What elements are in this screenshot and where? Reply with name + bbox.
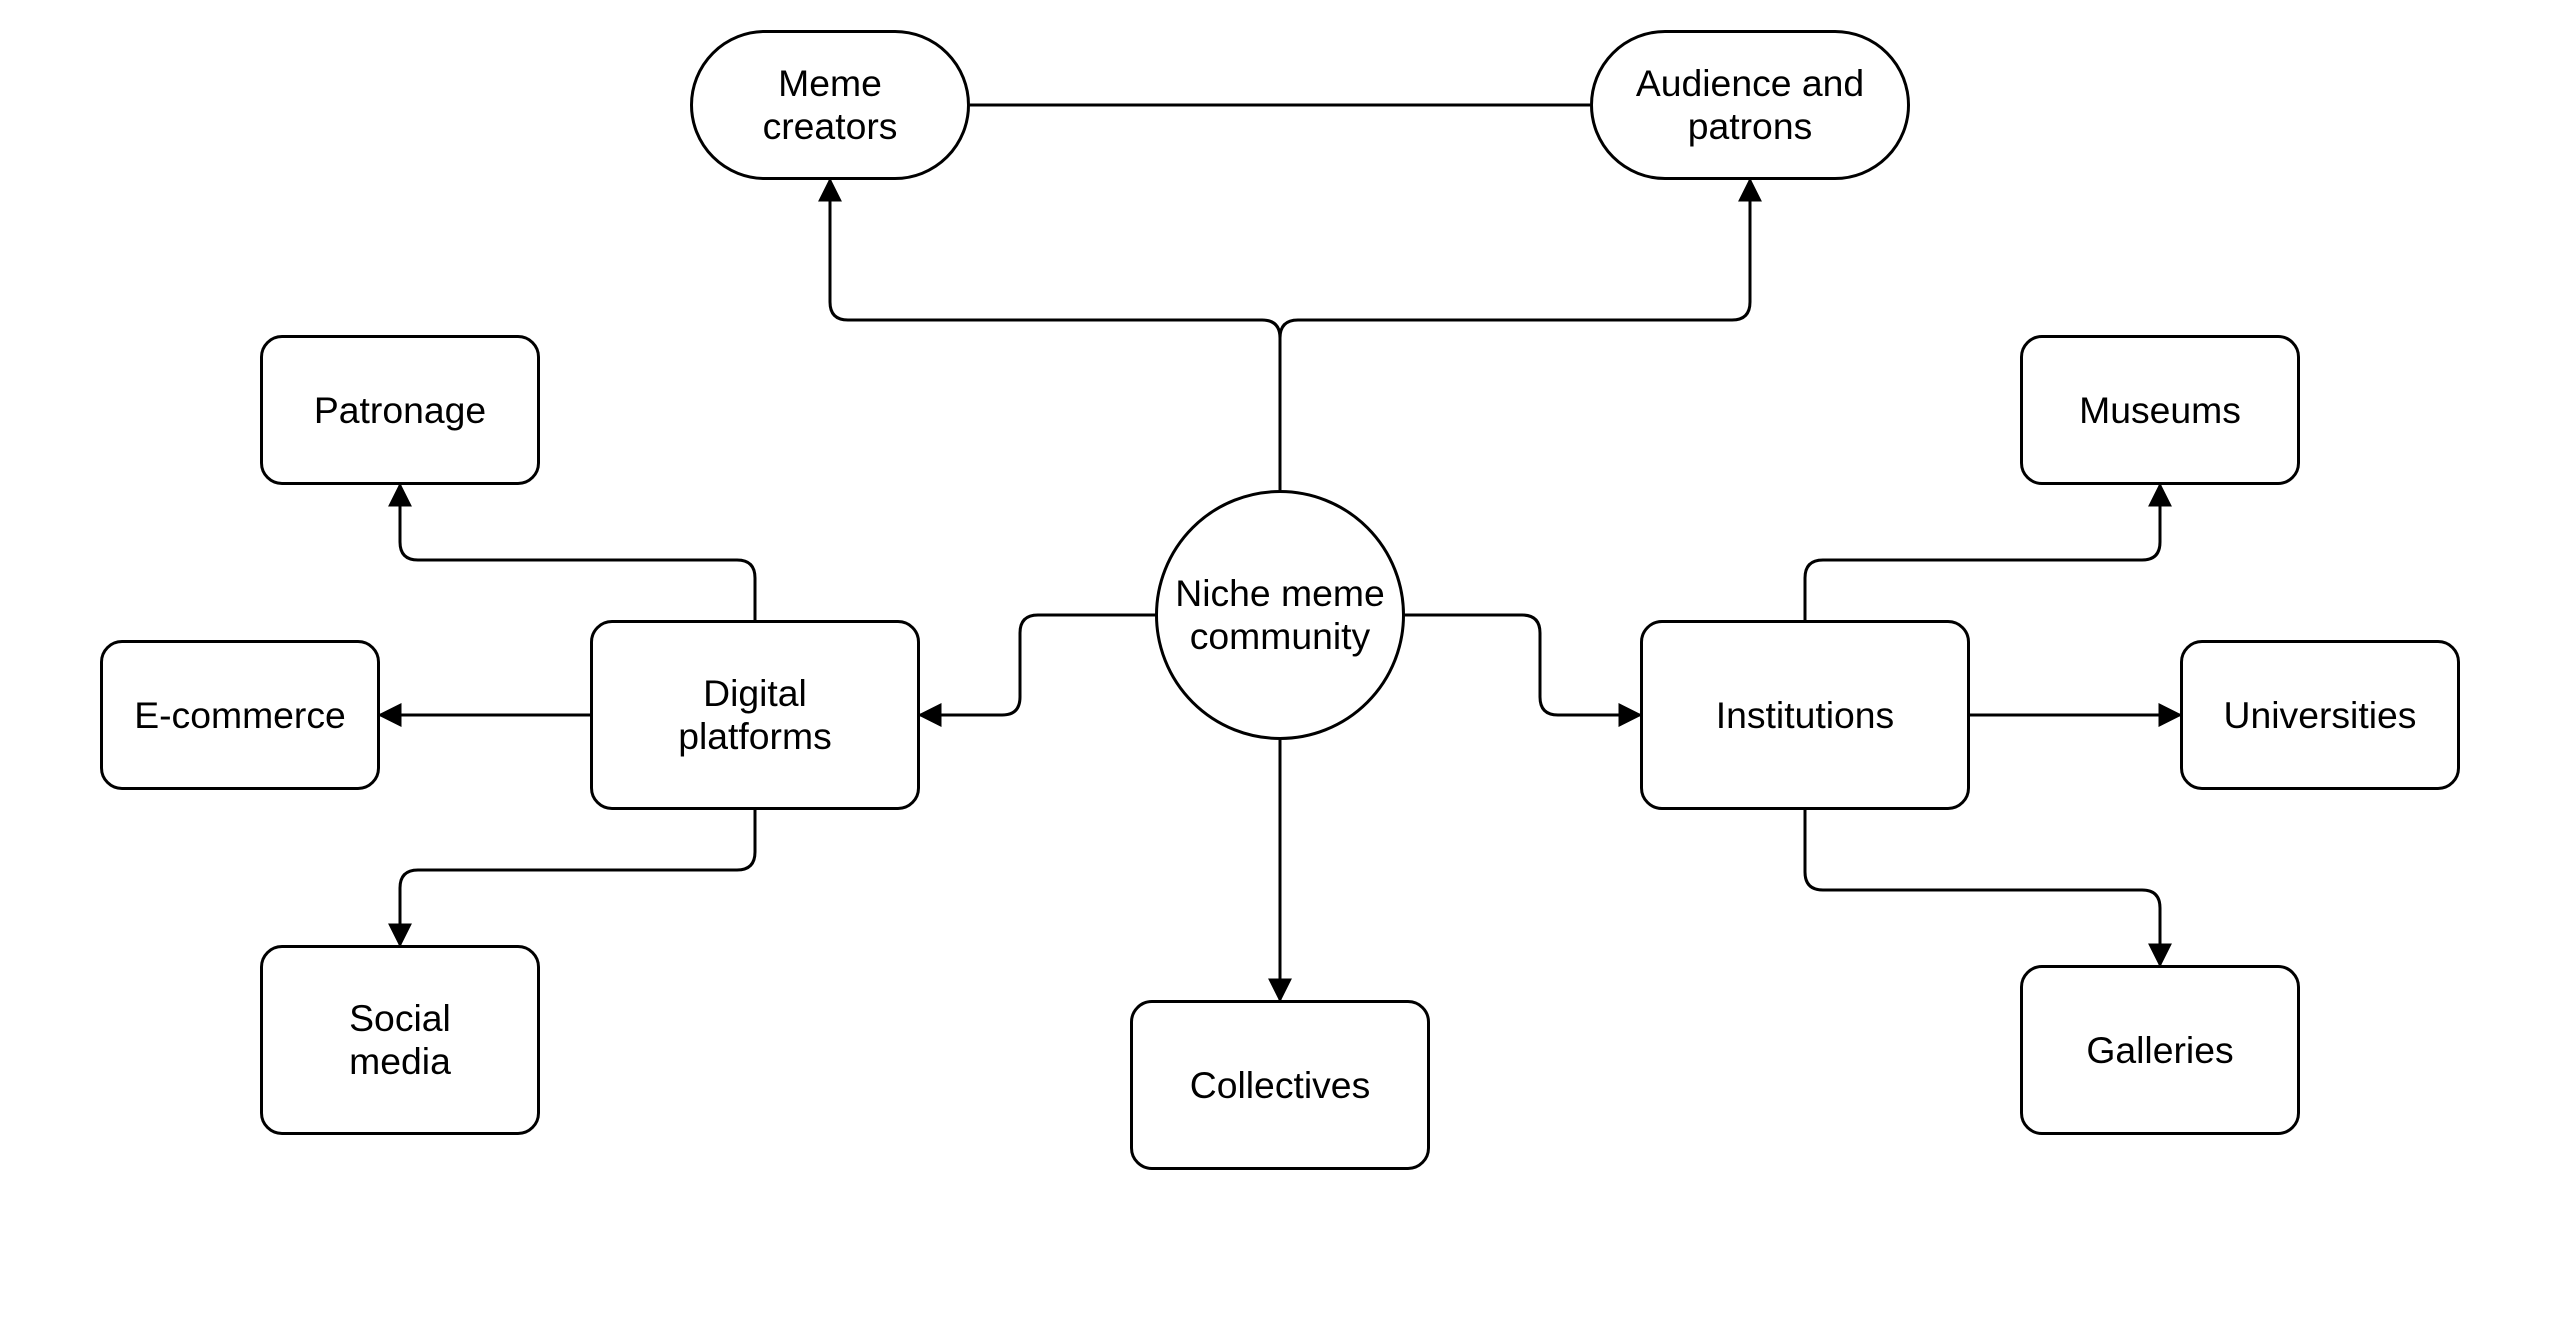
diagram-canvas: Meme creators Audience and patrons Niche m… bbox=[0, 0, 2560, 1332]
edge-digital-platforms-to-social-media bbox=[400, 810, 755, 945]
node-label: Universities bbox=[2224, 694, 2417, 737]
node-label: Patronage bbox=[314, 389, 486, 432]
node-institutions: Institutions bbox=[1640, 620, 1970, 810]
edge-niche-community-to-audience-patrons bbox=[1280, 180, 1750, 490]
node-ecommerce: E-commerce bbox=[100, 640, 380, 790]
node-label: E-commerce bbox=[134, 694, 346, 737]
edge-niche-community-to-institutions bbox=[1405, 615, 1640, 715]
node-label: Audience and patrons bbox=[1636, 62, 1864, 148]
node-label: Niche meme community bbox=[1175, 572, 1385, 658]
edge-niche-community-to-digital-platforms bbox=[920, 615, 1155, 715]
node-galleries: Galleries bbox=[2020, 965, 2300, 1135]
node-label: Collectives bbox=[1190, 1064, 1370, 1107]
node-label: Galleries bbox=[2086, 1029, 2233, 1072]
node-meme-creators: Meme creators bbox=[690, 30, 970, 180]
edge-digital-platforms-to-patronage bbox=[400, 485, 755, 620]
node-collectives: Collectives bbox=[1130, 1000, 1430, 1170]
edge-institutions-to-galleries bbox=[1805, 810, 2160, 965]
node-universities: Universities bbox=[2180, 640, 2460, 790]
node-patronage: Patronage bbox=[260, 335, 540, 485]
node-label: Institutions bbox=[1716, 694, 1894, 737]
node-label: Digital platforms bbox=[678, 672, 832, 758]
node-niche-community: Niche meme community bbox=[1155, 490, 1405, 740]
edge-niche-community-to-meme-creators bbox=[830, 180, 1280, 490]
node-museums: Museums bbox=[2020, 335, 2300, 485]
node-audience-patrons: Audience and patrons bbox=[1590, 30, 1910, 180]
node-label: Museums bbox=[2079, 389, 2241, 432]
node-label: Meme creators bbox=[763, 62, 898, 148]
node-digital-platforms: Digital platforms bbox=[590, 620, 920, 810]
edge-institutions-to-museums bbox=[1805, 485, 2160, 620]
node-label: Social media bbox=[349, 997, 451, 1083]
node-social-media: Social media bbox=[260, 945, 540, 1135]
